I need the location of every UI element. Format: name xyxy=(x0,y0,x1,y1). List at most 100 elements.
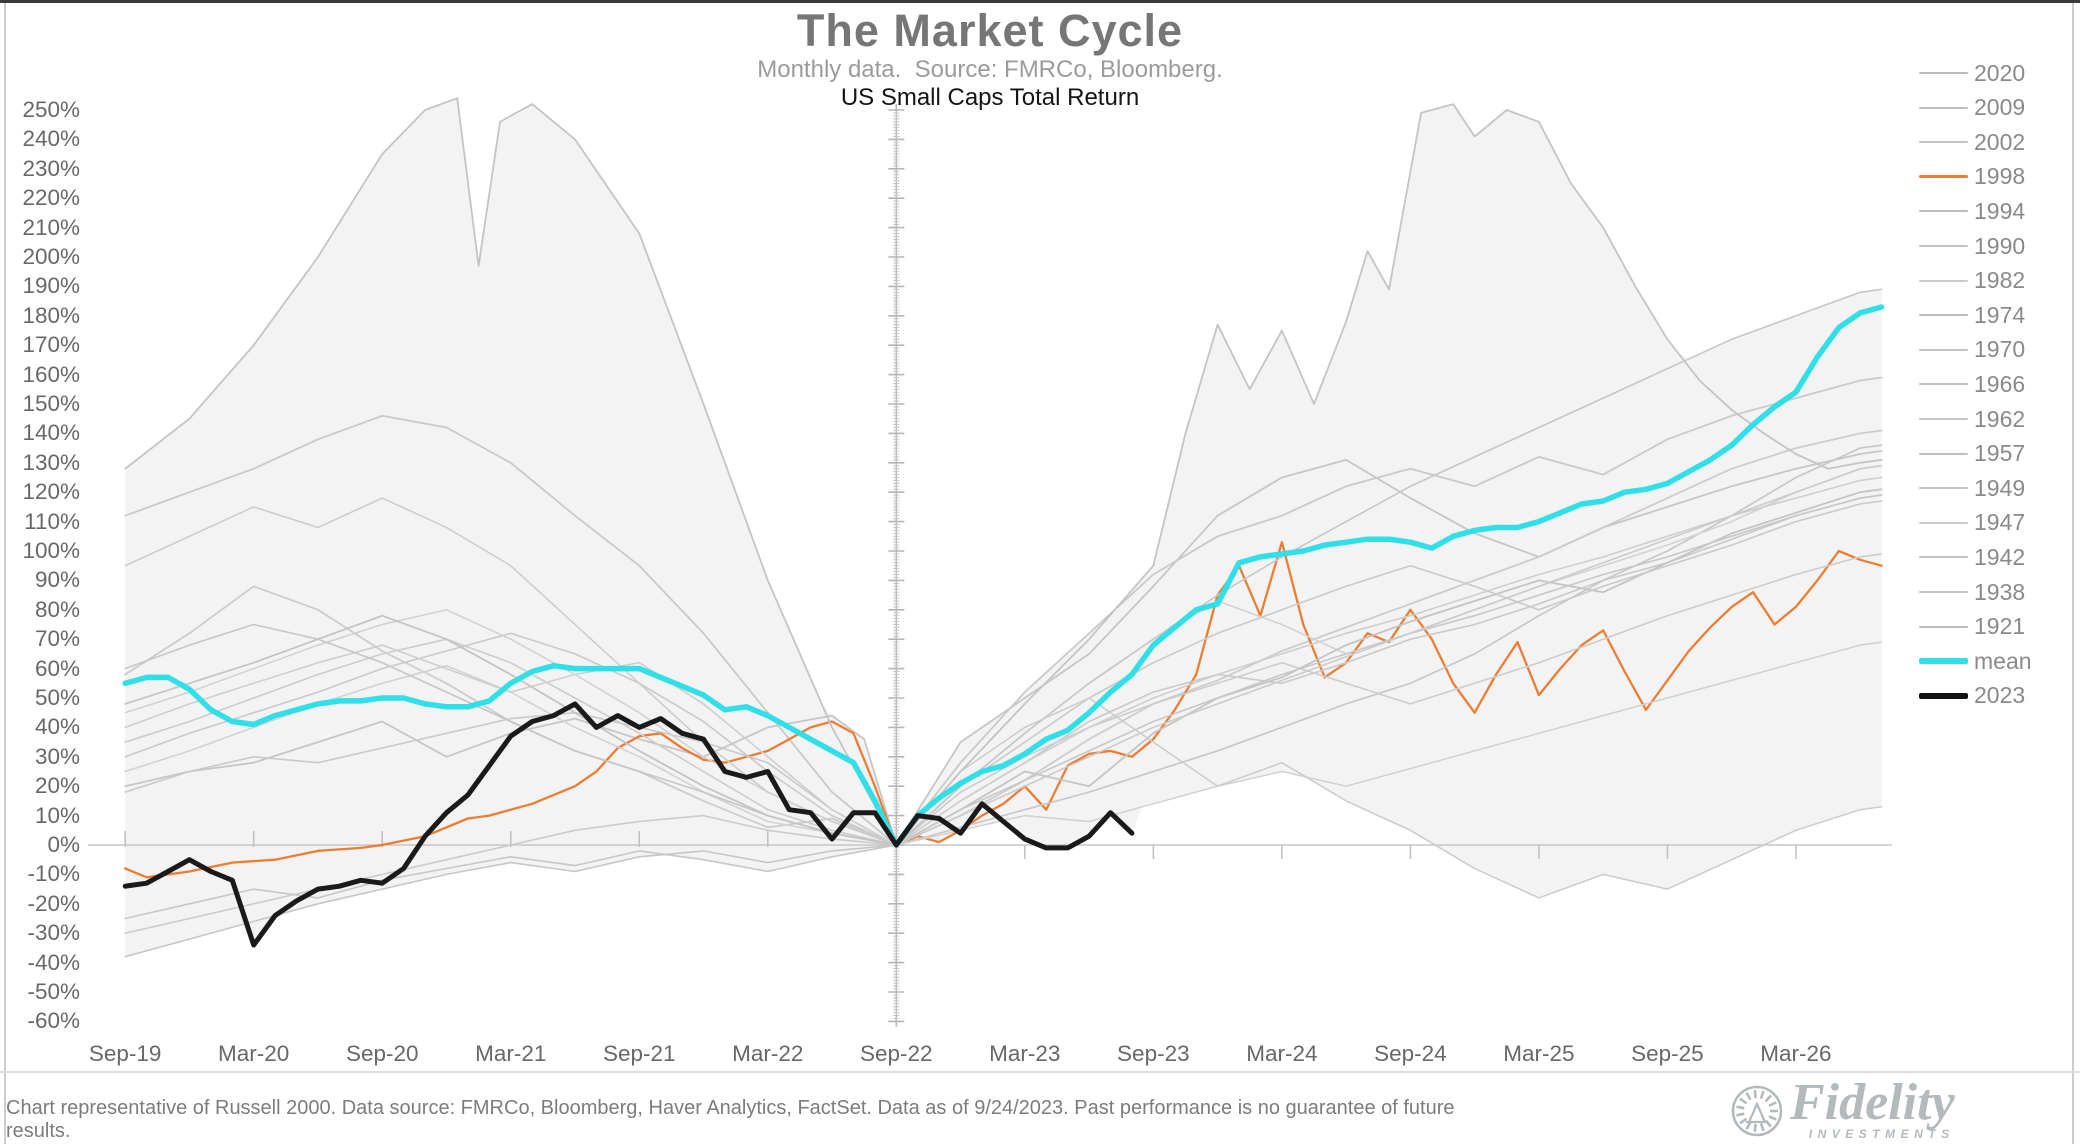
legend-swatch-1938 xyxy=(1919,591,1968,593)
legend-label: 1921 xyxy=(1974,613,2026,640)
y-tick-label: 240% xyxy=(22,126,80,152)
x-tick-label: Mar-24 xyxy=(1246,1041,1318,1066)
legend-swatch-1962 xyxy=(1919,418,1968,420)
x-tick-label: Mar-20 xyxy=(218,1041,290,1066)
legend-item-1994: 1994 xyxy=(1919,194,2025,228)
legend-swatch-1990 xyxy=(1919,245,1968,247)
fidelity-wordmark: Fidelity INVESTMENTS xyxy=(1790,1077,1955,1142)
x-tick-label: Mar-26 xyxy=(1760,1041,1832,1066)
legend-label: 1938 xyxy=(1974,578,2026,605)
y-tick-label: 30% xyxy=(34,743,80,769)
legend-swatch-1949 xyxy=(1919,487,1968,490)
y-tick-label: 40% xyxy=(34,714,80,740)
y-tick-label: 20% xyxy=(34,773,80,799)
legend-label: 2002 xyxy=(1974,128,2026,155)
y-tick-label: 110% xyxy=(24,508,80,534)
x-tick-label: Mar-22 xyxy=(732,1041,804,1066)
fidelity-logo: Fidelity INVESTMENTS xyxy=(1728,1077,2068,1142)
series-line-2020 xyxy=(124,450,1883,846)
legend-label: 1994 xyxy=(1974,197,2026,224)
series-line-1949 xyxy=(124,464,1883,934)
legend-item-1966: 1966 xyxy=(1919,367,2025,401)
series-line-1962 xyxy=(124,476,1883,846)
legend-item-1921: 1921 xyxy=(1919,610,2025,644)
legend-label: 2020 xyxy=(1974,59,2026,86)
series-line-1942 xyxy=(124,288,1883,846)
y-tick-label: 210% xyxy=(22,214,80,240)
legend-swatch-2020 xyxy=(1919,72,1968,74)
legend-item-1990: 1990 xyxy=(1919,229,2025,263)
legend-item-1942: 1942 xyxy=(1919,540,2025,574)
legend-label: 1966 xyxy=(1974,370,2026,397)
series-line-1966 xyxy=(124,500,1883,846)
legend-swatch-1957 xyxy=(1919,452,1968,455)
legend-label: 1974 xyxy=(1974,301,2026,328)
legend-swatch-2023 xyxy=(1919,692,1968,699)
legend-swatch-1942 xyxy=(1919,556,1968,559)
legend-item-1974: 1974 xyxy=(1919,298,2025,332)
legend-item-1962: 1962 xyxy=(1919,402,2025,436)
legend-item-1938: 1938 xyxy=(1919,575,2025,609)
legend-item-1957: 1957 xyxy=(1919,437,2025,471)
legend-item-1970: 1970 xyxy=(1919,333,2025,367)
legend-label: 1962 xyxy=(1974,405,2026,432)
y-tick-label: -50% xyxy=(27,979,80,1004)
legend-item-2020: 2020 xyxy=(1919,56,2025,90)
series-line-2023 xyxy=(122,701,1135,948)
series-line-1994 xyxy=(124,444,1883,958)
legend-swatch-mean xyxy=(1919,658,1968,665)
y-tick-label: 80% xyxy=(34,596,80,622)
legend-label: 1990 xyxy=(1974,232,2026,259)
x-tick-label: Sep-22 xyxy=(860,1041,933,1066)
footnote-text: Chart representative of Russell 2000. Da… xyxy=(6,1097,1455,1142)
chart-series-label: US Small Caps Total Return xyxy=(840,84,1140,111)
y-tick-label: 150% xyxy=(22,391,80,416)
footer-separator xyxy=(0,1071,2080,1073)
legend-swatch-1994 xyxy=(1919,210,1968,213)
legend-item-1947: 1947 xyxy=(1919,506,2025,540)
fidelity-tagline-text: INVESTMENTS xyxy=(1808,1127,1955,1141)
series-line-1957 xyxy=(124,494,1883,920)
x-tick-label: Sep-19 xyxy=(88,1041,162,1066)
x-tick-label: Sep-23 xyxy=(1117,1041,1190,1066)
y-tick-label: 10% xyxy=(34,802,80,828)
y-tick-label: 60% xyxy=(34,655,80,681)
y-tick-label: 230% xyxy=(22,155,80,181)
legend-label: mean xyxy=(1974,647,2032,674)
series-line-mean xyxy=(122,304,1885,848)
x-tick-label: Sep-20 xyxy=(345,1041,419,1066)
legend-swatch-1998 xyxy=(1919,175,1968,179)
y-tick-label: 220% xyxy=(22,185,80,211)
legend-swatch-1921 xyxy=(1919,625,1968,628)
series-line-1921 xyxy=(124,103,1883,846)
series-line-2009 xyxy=(124,376,1883,846)
legend-label: 2009 xyxy=(1974,94,2026,121)
legend-swatch-2002 xyxy=(1919,141,1968,144)
y-tick-label: 100% xyxy=(22,538,80,563)
legend-swatch-1947 xyxy=(1919,521,1968,524)
y-tick-label: 50% xyxy=(34,685,80,710)
y-tick-label: 250% xyxy=(22,97,80,122)
legend-swatch-2009 xyxy=(1919,106,1968,109)
legend-item-2023: 2023 xyxy=(1919,679,2025,713)
legend-label: 1947 xyxy=(1974,509,2026,536)
y-tick-label: 120% xyxy=(22,479,80,505)
legend-swatch-1970 xyxy=(1919,348,1968,351)
y-tick-label: 70% xyxy=(34,626,80,652)
chart-title: The Market Cycle xyxy=(796,5,1184,56)
title-block: The Market Cycle Monthly data. Source: F… xyxy=(90,0,1890,111)
legend-label: 1942 xyxy=(1974,543,2026,570)
legend-swatch-1966 xyxy=(1919,383,1968,386)
legend-item-1982: 1982 xyxy=(1919,264,2025,298)
series-line-1938 xyxy=(124,497,1883,899)
legend-label: 1970 xyxy=(1974,336,2026,363)
series-line-1947 xyxy=(124,609,1883,846)
legend-label: 2023 xyxy=(1974,682,2026,709)
window-right-edge xyxy=(2072,3,2074,1144)
y-tick-label: 170% xyxy=(22,332,80,358)
y-tick-label: 0% xyxy=(47,832,80,857)
fidelity-sunburst-icon xyxy=(1731,1085,1783,1137)
legend-swatch-1974 xyxy=(1919,314,1968,317)
